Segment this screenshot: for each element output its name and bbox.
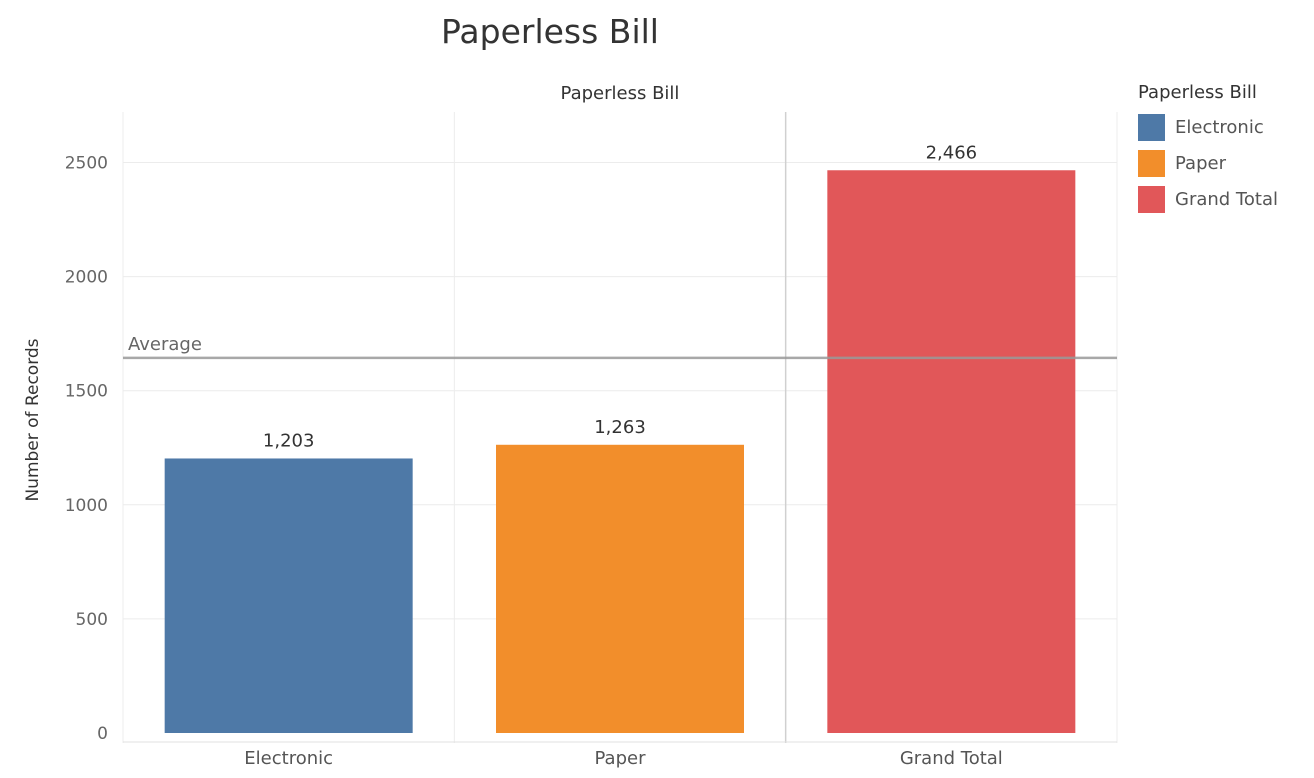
y-tick-label-1500: 1500 xyxy=(65,382,108,402)
bar-electronic xyxy=(164,458,413,733)
y-tick-label-2500: 2500 xyxy=(65,154,108,174)
legend-swatch-grand-total xyxy=(1138,185,1165,213)
reference-line-label: Average xyxy=(128,334,202,355)
legend-item-grand-total[interactable]: Grand Total xyxy=(1138,181,1308,217)
x-tick-label-electronic: Electronic xyxy=(244,748,333,769)
bar-grand-total xyxy=(827,170,1076,734)
legend-item-paper[interactable]: Paper xyxy=(1138,145,1308,181)
legend-title: Paperless Bill xyxy=(1138,82,1257,103)
x-tick-label-grand-total: Grand Total xyxy=(900,748,1003,769)
reference-line-group: Average xyxy=(123,334,1117,360)
legend-item-electronic[interactable]: Electronic xyxy=(1138,109,1308,145)
legend-label-grand-total: Grand Total xyxy=(1175,188,1278,210)
axes: 0 500 1000 1500 2000 2500 Electronic Paper Grand… xyxy=(65,154,1117,769)
legend-label-electronic: Electronic xyxy=(1175,116,1264,138)
legend-label-paper: Paper xyxy=(1175,152,1226,174)
y-tick-label-0: 0 xyxy=(97,724,108,744)
data-label-grand-total: 2,466 xyxy=(926,142,978,163)
bar-chart-plot: Average 1,203 1,263 2,466 0 500 1000 1500 2000… xyxy=(65,112,1118,769)
data-labels: 1,203 1,263 2,466 xyxy=(263,142,977,451)
bars xyxy=(164,170,1076,734)
y-tick-label-2000: 2000 xyxy=(65,268,108,288)
x-tick-label-paper: Paper xyxy=(595,748,647,769)
legend-swatch-paper xyxy=(1138,149,1165,177)
y-tick-label-1000: 1000 xyxy=(65,496,108,516)
data-label-paper: 1,263 xyxy=(594,417,646,438)
data-label-electronic: 1,203 xyxy=(263,430,315,451)
y-tick-label-500: 500 xyxy=(76,610,108,630)
legend: Paperless Bill Electronic Paper Grand To… xyxy=(1138,82,1308,217)
legend-swatch-electronic xyxy=(1138,113,1165,141)
chart-title: Paperless Bill xyxy=(441,12,659,51)
column-header-label: Paperless Bill xyxy=(560,83,680,104)
bar-paper xyxy=(496,444,744,733)
